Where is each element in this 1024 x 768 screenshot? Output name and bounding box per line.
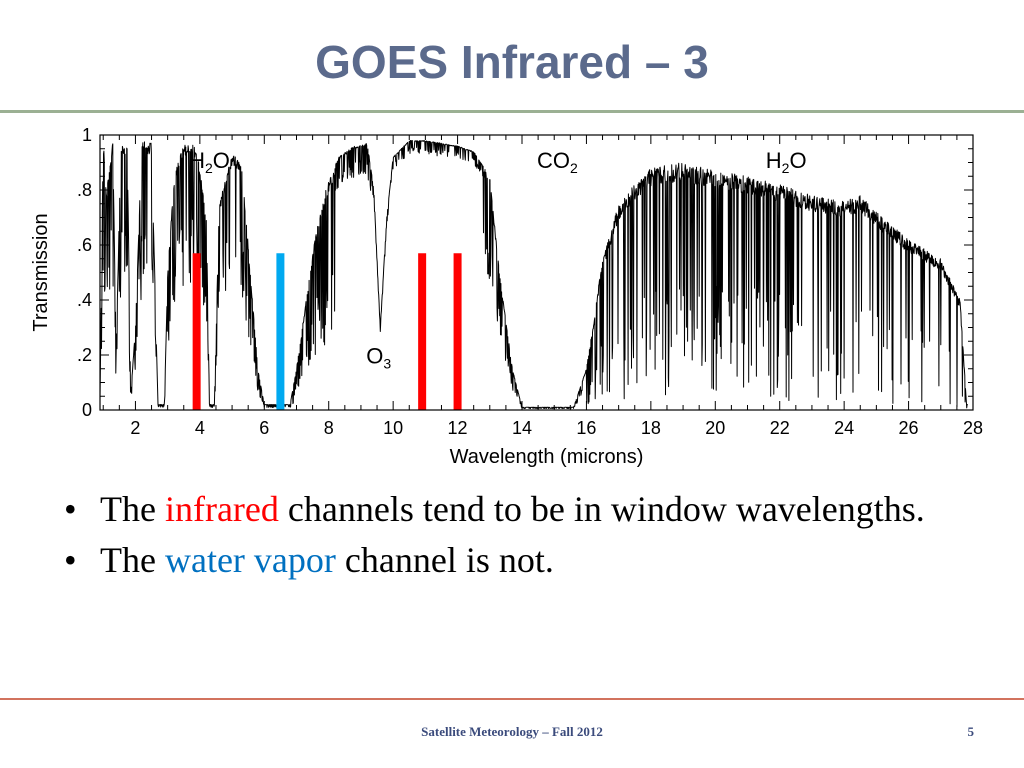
footer-divider xyxy=(0,698,1024,700)
bullet-item: • The infrared channels tend to be in wi… xyxy=(56,488,956,531)
x-tick-label: 14 xyxy=(512,418,532,438)
absorption-label: H2O xyxy=(189,148,230,176)
y-tick-label: .2 xyxy=(77,345,92,365)
y-tick-label: .6 xyxy=(77,235,92,255)
channel-bar xyxy=(192,253,201,410)
channel-bars xyxy=(192,253,462,410)
transmission-chart: H2O CO2 H2O O3 2 4 6 8 10 12 14 16 18 20 22 24 26 28 0.2… xyxy=(0,120,1024,476)
channel-bar xyxy=(276,253,285,410)
page-number: 5 xyxy=(967,724,975,739)
x-tick-label: 12 xyxy=(448,418,468,438)
bullet-text: channel is not. xyxy=(335,540,554,581)
x-tick-label: 28 xyxy=(963,418,983,438)
y-tick-labels: 0 .2 .4 .6 .8 1 xyxy=(77,125,92,420)
bullet-text: The xyxy=(100,540,165,581)
channel-bar xyxy=(418,253,427,410)
x-tick-label: 20 xyxy=(705,418,725,438)
x-tick-labels: 2 4 6 8 10 12 14 16 18 20 22 24 26 28 xyxy=(130,418,983,438)
x-tick-label: 6 xyxy=(259,418,269,438)
bullet-marker: • xyxy=(64,540,77,581)
bullet-text: The xyxy=(100,489,165,529)
absorption-label: CO2 xyxy=(537,148,578,176)
slide-title: GOES Infrared – 3 xyxy=(315,36,709,88)
channel-bar xyxy=(453,253,462,410)
x-tick-label: 4 xyxy=(195,418,205,438)
y-axis-label: Transmission xyxy=(30,213,52,331)
absorption-labels: H2O CO2 H2O O3 xyxy=(189,148,806,371)
y-tick-label: 0 xyxy=(82,400,92,420)
bullet-text: channels tend to be in window wavelength… xyxy=(278,489,925,529)
x-tick-label: 10 xyxy=(383,418,403,438)
x-tick-label: 24 xyxy=(834,418,854,438)
bullet-highlight: infrared xyxy=(164,489,279,529)
y-tick-label: .4 xyxy=(77,290,92,310)
footer-text: Satellite Meteorology – Fall 2012 xyxy=(421,724,603,739)
x-tick-label: 8 xyxy=(324,418,334,438)
transmission-line xyxy=(99,140,969,410)
x-tick-label: 2 xyxy=(130,418,140,438)
x-tick-label: 16 xyxy=(576,418,596,438)
x-tick-label: 22 xyxy=(770,418,790,438)
y-tick-label: 1 xyxy=(82,125,92,145)
bullet-item: • The water vapor channel is not. xyxy=(56,539,956,582)
bullet-list: • The infrared channels tend to be in wi… xyxy=(56,488,956,590)
plot-frame xyxy=(99,134,974,411)
absorption-label: H2O xyxy=(766,148,807,176)
x-tick-label: 18 xyxy=(641,418,661,438)
x-tick-label: 26 xyxy=(899,418,919,438)
y-tick-label: .8 xyxy=(77,180,92,200)
title-divider xyxy=(0,110,1024,113)
transmission-spectrum xyxy=(99,140,969,410)
bullet-highlight: water vapor xyxy=(164,540,336,581)
absorption-label: O3 xyxy=(366,343,391,371)
x-axis-label: Wavelength (microns) xyxy=(450,446,644,468)
bullet-marker: • xyxy=(64,489,77,529)
